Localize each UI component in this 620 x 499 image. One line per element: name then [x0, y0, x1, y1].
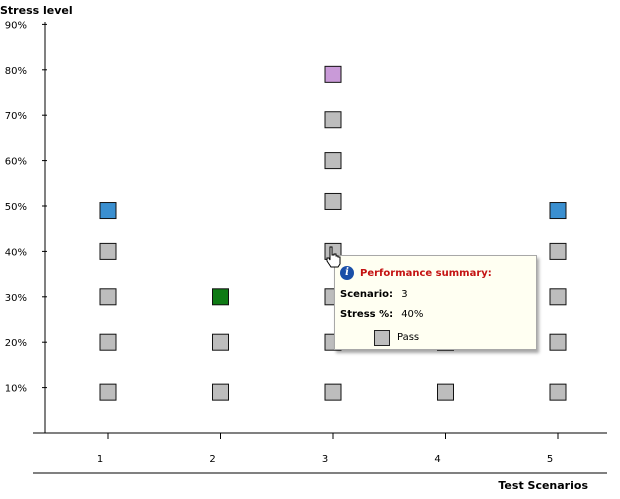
data-point-pass[interactable] [549, 242, 567, 260]
data-point-pass[interactable] [324, 192, 342, 210]
data-point-pass[interactable] [99, 383, 117, 401]
data-point-pass[interactable] [212, 333, 229, 351]
axes [33, 22, 607, 474]
y-ticks: 10% 20% 30% 40% 50% 60% 70% 80% 90% [5, 20, 47, 395]
y-axis-title: Stress level [0, 4, 73, 17]
data-point-pass[interactable] [324, 152, 342, 170]
data-point-pass[interactable] [549, 333, 567, 351]
performance-summary-tooltip: i Performance summary: Scenario: 3 Stres… [334, 255, 537, 350]
tooltip-title: Performance summary: [360, 267, 492, 279]
y-tick-label: 30% [5, 293, 27, 304]
y-tick-label: 50% [5, 202, 27, 213]
hand-cursor-icon [326, 246, 341, 268]
info-icon: i [340, 266, 354, 280]
data-point-blue[interactable] [549, 202, 567, 220]
pass-swatch [374, 330, 390, 346]
y-tick-label: 10% [5, 384, 27, 395]
data-point-pass[interactable] [212, 383, 229, 401]
x-tick-label: 5 [547, 454, 553, 465]
y-tick-label: 40% [5, 247, 27, 258]
data-point-blue[interactable] [99, 202, 117, 220]
y-tick-label: 20% [5, 338, 27, 349]
stress-key: Stress %: [340, 309, 394, 320]
data-point-pass[interactable] [99, 288, 117, 306]
x-ticks: 1 2 3 4 5 [97, 433, 559, 465]
data-point-pass[interactable] [437, 383, 454, 401]
data-point-pass[interactable] [99, 242, 117, 260]
y-tick-label: 70% [5, 111, 27, 122]
tooltip-header: i Performance summary: [340, 266, 492, 280]
data-points [99, 65, 567, 401]
y-tick-label: 60% [5, 157, 27, 168]
data-point-purple[interactable] [324, 65, 342, 83]
x-tick-label: 2 [209, 454, 215, 465]
y-tick-label: 80% [5, 66, 27, 77]
tooltip-scenario-row: Scenario: 3 [340, 289, 408, 300]
data-point-pass[interactable] [549, 383, 567, 401]
x-tick-label: 4 [434, 454, 440, 465]
pass-label: Pass [397, 332, 420, 343]
data-point-pass[interactable] [99, 333, 117, 351]
x-tick-label: 3 [322, 454, 328, 465]
tooltip-stress-row: Stress %: 40% [340, 309, 423, 320]
x-axis-title: Test Scenarios [498, 479, 588, 492]
scenario-value: 3 [401, 289, 408, 300]
data-point-pass[interactable] [324, 383, 342, 401]
x-tick-label: 1 [97, 454, 103, 465]
data-point-pass[interactable] [549, 288, 567, 306]
y-tick-label: 90% [5, 20, 27, 31]
stress-value: 40% [401, 309, 424, 320]
scenario-key: Scenario: [340, 289, 394, 300]
data-point-green[interactable] [212, 288, 229, 306]
data-point-pass[interactable] [324, 111, 342, 129]
